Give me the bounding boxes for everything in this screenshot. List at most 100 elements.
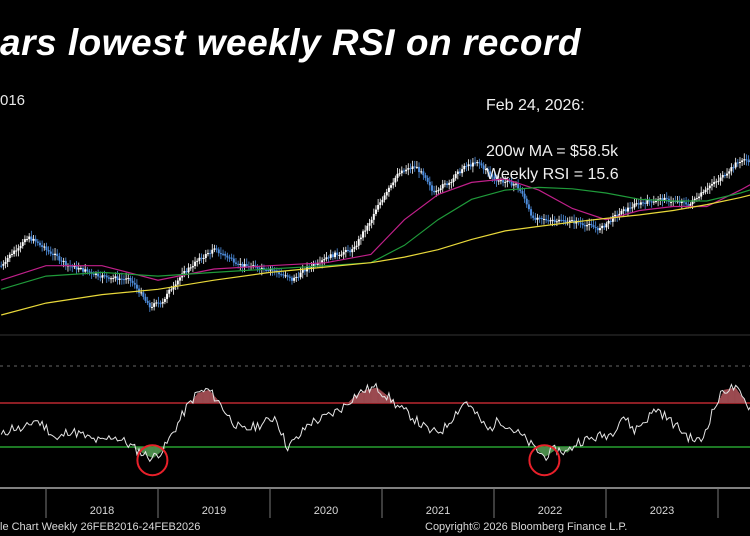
- price-candle: [282, 274, 285, 276]
- price-candle: [611, 216, 614, 222]
- price-candle: [512, 184, 515, 186]
- price-candle: [609, 220, 612, 222]
- price-candle: [456, 171, 459, 175]
- price-candle: [519, 188, 522, 192]
- price-candle: [230, 257, 233, 259]
- rsi-overbought-fill: [365, 389, 367, 403]
- price-candle: [398, 173, 401, 175]
- price-candle: [198, 257, 201, 261]
- x-axis-tick-label: 2021: [426, 505, 450, 517]
- x-axis-tick-label: 2022: [538, 505, 562, 517]
- rsi-overbought-fill: [382, 392, 384, 403]
- rsi-overbought-fill: [205, 390, 208, 403]
- price-candle: [542, 218, 545, 220]
- price-candle: [176, 280, 179, 285]
- rsi-overbought-fill: [364, 390, 366, 403]
- price-candle: [579, 222, 582, 224]
- price-candle: [155, 302, 158, 304]
- rsi-overbought-fill: [386, 395, 389, 403]
- price-candle: [562, 220, 565, 222]
- price-candle: [454, 174, 457, 179]
- rsi-oversold-fill: [570, 447, 573, 449]
- price-candle: [693, 198, 696, 201]
- price-candle: [728, 171, 731, 174]
- rsi-overbought-fill: [200, 392, 202, 403]
- rsi-overbought-fill: [380, 390, 382, 403]
- price-candle: [342, 252, 345, 255]
- price-candle: [689, 204, 692, 206]
- price-candle: [71, 266, 74, 268]
- price-candle: [49, 251, 52, 254]
- price-candle: [316, 263, 319, 265]
- rsi-overbought-fill: [378, 388, 380, 403]
- price-candle: [437, 190, 440, 192]
- rsi-oversold-fill: [562, 447, 564, 452]
- price-candle: [465, 165, 468, 167]
- price-candle: [368, 223, 371, 226]
- price-candle: [680, 201, 683, 204]
- price-candle: [446, 183, 449, 186]
- rsi-overbought-fill: [207, 389, 210, 403]
- rsi-overbought-fill: [199, 392, 201, 403]
- price-candle: [323, 259, 326, 261]
- price-candle: [700, 192, 703, 197]
- price-candle: [497, 180, 500, 182]
- footer-copyright: Copyright© 2026 Bloomberg Finance L.P.: [425, 521, 628, 533]
- price-candle: [58, 256, 61, 261]
- rsi-overbought-fill: [742, 397, 744, 403]
- rsi-overbought-fill: [196, 394, 198, 403]
- rsi-overbought-fill: [741, 396, 743, 403]
- price-candle: [213, 248, 216, 250]
- price-candle: [385, 191, 388, 196]
- x-axis-tick-label: 2023: [650, 505, 674, 517]
- rsi-overbought-fill: [736, 390, 739, 403]
- price-candle: [209, 253, 212, 255]
- price-candle: [288, 276, 291, 278]
- rsi-overbought-fill: [195, 396, 197, 403]
- price-candle: [159, 303, 162, 305]
- rsi-oversold-fill: [158, 447, 160, 454]
- price-candle: [331, 254, 334, 258]
- price-candle: [730, 167, 733, 172]
- rsi-overbought-fill: [388, 397, 391, 403]
- price-candle: [13, 250, 16, 255]
- rsi-overbought-fill: [722, 391, 725, 403]
- price-candle: [252, 265, 255, 267]
- price-candle: [334, 252, 337, 258]
- price-candle: [293, 277, 296, 281]
- rsi-overbought-fill: [723, 389, 726, 403]
- rsi-overbought-fill: [201, 391, 203, 403]
- price-candle: [710, 184, 713, 186]
- price-candle: [243, 264, 246, 268]
- price-candle: [396, 173, 399, 178]
- price-candle: [405, 169, 408, 172]
- price-candle: [413, 166, 416, 168]
- rsi-overbought-fill: [718, 399, 720, 403]
- price-candle: [381, 199, 384, 203]
- rsi-overbought-fill: [349, 401, 351, 403]
- price-candle: [372, 213, 375, 220]
- ma-yellow-line: [1, 194, 750, 316]
- price-candle: [237, 263, 240, 265]
- rsi-oversold-fill: [540, 447, 543, 454]
- price-candle: [732, 167, 735, 169]
- price-candle: [568, 220, 571, 223]
- price-candle: [135, 284, 138, 289]
- price-candle: [601, 225, 604, 229]
- price-candle: [743, 159, 746, 161]
- rsi-oversold-fill: [563, 447, 565, 452]
- rsi-overbought-fill: [731, 388, 733, 403]
- price-candle: [60, 260, 63, 262]
- rsi-overbought-fill: [361, 391, 364, 403]
- price-candle: [534, 217, 537, 220]
- price-candle: [407, 168, 410, 170]
- price-candle: [747, 160, 750, 163]
- rsi-overbought-fill: [729, 388, 731, 403]
- price-candle: [301, 270, 304, 273]
- rsi-overbought-fill: [212, 394, 214, 403]
- rsi-overbought-fill: [720, 395, 722, 403]
- annotation-rsi: Weekly RSI = 15.6: [486, 166, 619, 183]
- price-candle: [10, 254, 13, 256]
- price-candle: [284, 275, 287, 277]
